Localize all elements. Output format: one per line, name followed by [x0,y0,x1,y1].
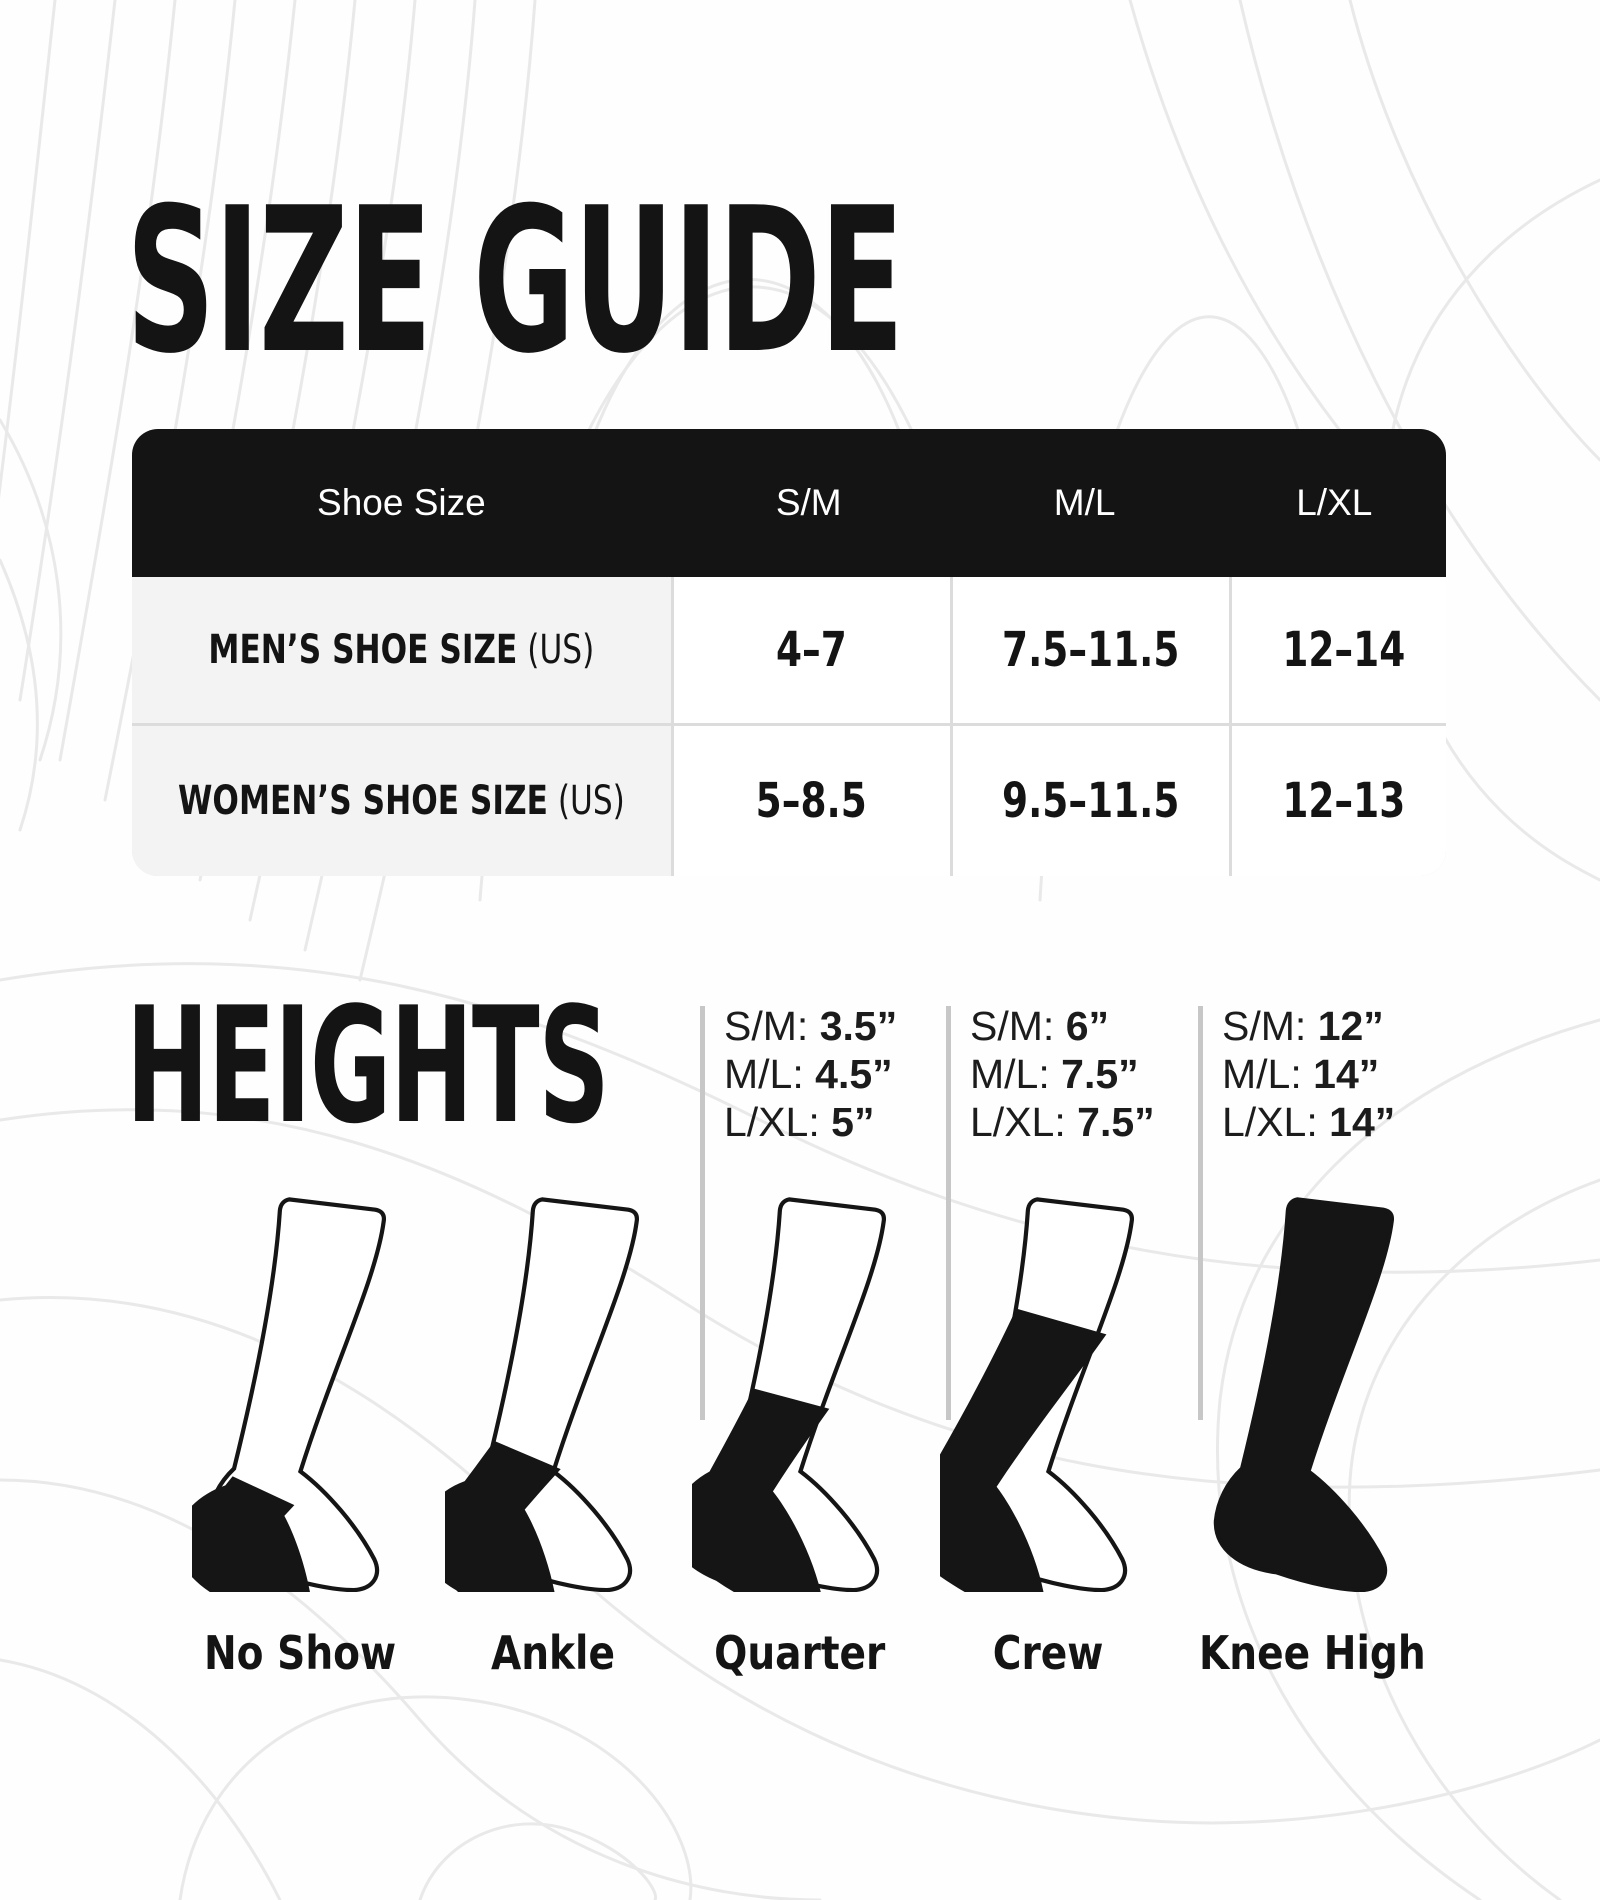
table-header-row: Shoe Size S/M M/L L/XL [132,429,1446,577]
womens-label: WOMEN’S SHOE SIZE [177,778,548,824]
column-header-ml: M/L [1053,482,1116,523]
table-cell-mens-ml: 7.5–11.5 [952,577,1229,723]
measure-line: S/M: 6” [970,1003,1110,1049]
sock-illustration-crew [940,1197,1152,1592]
measure-line: M/L: 7.5” [970,1051,1139,1097]
column-header-lxl: L/XL [1296,482,1373,523]
column-header-shoe-size: Shoe Size [317,482,486,523]
table-cell-womens-sm: 5–8.5 [673,726,950,876]
measure-line: M/L: 14” [1222,1051,1380,1097]
table-cell-womens-ml: 9.5–11.5 [952,726,1229,876]
heights-section-title: HEIGHTS [126,972,610,1159]
column-header-sm: S/M [775,482,842,523]
knee-high-heights: S/M: 12” M/L: 14” L/XL: 14” [1222,1002,1395,1146]
table-body: MEN’S SHOE SIZE (US) 4–7 7.5–11.5 12–14 … [132,577,1446,876]
sock-illustration-knee-high [1213,1197,1395,1592]
sock-illustration-quarter [692,1197,907,1592]
measure-line: L/XL: 14” [1222,1099,1396,1145]
measure-line: S/M: 3.5” [724,1003,898,1049]
measure-line: L/XL: 5” [724,1099,875,1145]
style-label-knee-high: Knee High [1198,1626,1426,1680]
style-label-crew: Crew [992,1626,1104,1680]
table-row-label-mens: MEN’S SHOE SIZE (US) [132,577,671,723]
shoe-size-table: Shoe Size S/M M/L L/XL MEN’S SHOE SIZE (… [132,429,1446,876]
measure-line: M/L: 4.5” [724,1051,893,1097]
sock-illustration-no-show [192,1197,407,1592]
measure-line: L/XL: 7.5” [970,1099,1155,1145]
table-cell-womens-lxl: 12–13 [1231,726,1446,876]
table-cell-mens-sm: 4–7 [673,577,950,723]
sock-illustration-ankle [445,1197,660,1592]
quarter-measure-rule [700,1006,705,1420]
table-row-label-womens: WOMEN’S SHOE SIZE (US) [132,726,671,876]
style-label-quarter: Quarter [714,1626,886,1680]
page-title: SIZE GUIDE [126,165,904,398]
quarter-heights: S/M: 3.5” M/L: 4.5” L/XL: 5” [724,1002,897,1146]
knee-high-measure-rule [1198,1006,1203,1420]
table-cell-mens-lxl: 12–14 [1231,577,1446,723]
measure-line: S/M: 12” [1222,1003,1384,1049]
mens-label: MEN’S SHOE SIZE [208,627,518,673]
mens-label-unit: (US) [527,627,595,673]
style-label-no-show: No Show [203,1626,397,1680]
womens-label-unit: (US) [557,778,625,824]
crew-heights: S/M: 6” M/L: 7.5” L/XL: 7.5” [970,1002,1155,1146]
crew-measure-rule [946,1006,951,1420]
style-label-ankle: Ankle [490,1626,616,1680]
